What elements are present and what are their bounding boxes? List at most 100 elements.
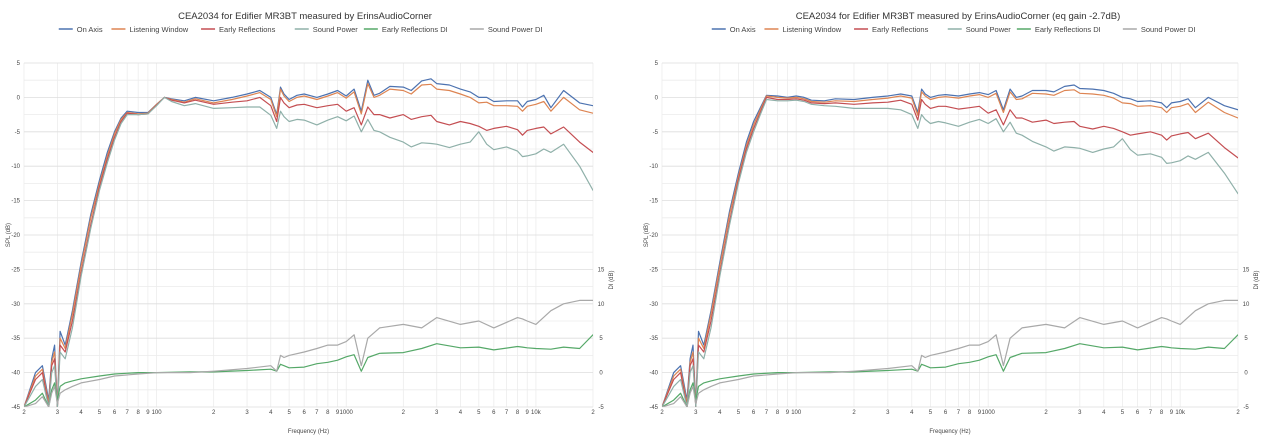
x-tick-label: 9	[526, 410, 530, 416]
y-tick-label: -30	[649, 302, 658, 308]
series-early-reflections-di	[662, 334, 1238, 407]
legend-label: On Axis	[77, 25, 103, 34]
y2-tick-label: 5	[1244, 336, 1248, 342]
y-tick-label: -35	[649, 336, 658, 342]
x-tick-label: 8	[137, 410, 141, 416]
legend-item[interactable]: Listening Window	[764, 25, 842, 34]
plot-area	[662, 84, 1238, 407]
legend-item[interactable]: Sound Power	[947, 25, 1012, 34]
series-early-reflections	[662, 96, 1238, 407]
legend-label: Early Reflections DI	[382, 25, 448, 34]
y-tick-label: 5	[655, 61, 659, 67]
legend-label: Sound Power	[966, 25, 1012, 34]
x-tick-label: 7	[126, 410, 130, 416]
x-tick-label: 4	[718, 410, 722, 416]
series-sound-power-di	[24, 299, 593, 407]
y2-tick-label: 10	[598, 302, 605, 308]
x-tick-label: 3	[435, 410, 439, 416]
y-tick-label: -40	[649, 371, 658, 377]
y2-tick-label: -5	[1243, 405, 1249, 411]
x-tick-label: 5	[287, 410, 291, 416]
x-tick-label: 5	[1121, 410, 1125, 416]
y-tick-label: -40	[11, 371, 20, 377]
x-tick-label: 7	[957, 410, 961, 416]
y-axis-label: SPL (dB)	[644, 223, 650, 247]
y-axis-label: SPL (dB)	[6, 223, 12, 247]
series-early-reflections-di	[24, 334, 593, 407]
y-tick-label: -45	[11, 405, 20, 411]
x-tick-label: 8	[776, 410, 780, 416]
y-tick-label: 0	[655, 95, 659, 101]
y2-axis-label: DI (dB)	[609, 270, 615, 289]
y-tick-label: -25	[11, 267, 20, 273]
y2-tick-label: -5	[598, 405, 604, 411]
y-tick-label: -10	[649, 164, 658, 170]
x-tick-label: 7	[505, 410, 509, 416]
x-tick-label: 3	[56, 410, 60, 416]
chart-panel-2: CEA2034 for Edifier MR3BT measured by Er…	[644, 11, 1260, 435]
series-sound-power	[24, 96, 593, 407]
x-tick-label: 8	[1160, 410, 1164, 416]
series-on-axis	[662, 84, 1238, 407]
y-tick-label: -15	[11, 199, 20, 205]
x-tick-label: 3	[245, 410, 249, 416]
legend-item[interactable]: Sound Power DI	[1122, 25, 1196, 34]
x-tick-label: 100	[152, 410, 163, 416]
x-tick-label: 9	[336, 410, 340, 416]
y2-tick-label: 15	[1243, 267, 1250, 273]
y-tick-label: -20	[649, 233, 658, 239]
y2-tick-label: 10	[1243, 302, 1250, 308]
grid	[661, 62, 1239, 408]
x-tick-label: 5	[98, 410, 102, 416]
x-tick-label: 2	[1044, 410, 1048, 416]
y2-tick-label: 5	[599, 336, 603, 342]
legend-item[interactable]: On Axis	[711, 25, 756, 34]
x-axis-label: Frequency (Hz)	[929, 429, 970, 435]
x-tick-label: 7	[765, 410, 769, 416]
plot-area	[24, 78, 593, 407]
x-tick-label: 4	[459, 410, 463, 416]
legend-label: Listening Window	[129, 25, 188, 34]
legend-label: Sound Power DI	[1141, 25, 1196, 34]
legend-item[interactable]: Early Reflections DI	[1016, 25, 1101, 34]
legend-item[interactable]: On Axis	[58, 25, 103, 34]
grid	[23, 62, 594, 408]
y-tick-label: -35	[11, 336, 20, 342]
x-tick-label: 1000	[982, 410, 996, 416]
y-tick-label: 5	[17, 61, 21, 67]
legend-item[interactable]: Early Reflections	[201, 25, 276, 34]
x-tick-label: 8	[326, 410, 330, 416]
y-tick-label: -30	[11, 302, 20, 308]
y2-tick-label: 0	[599, 371, 603, 377]
x-tick-label: 8	[968, 410, 972, 416]
legend-item[interactable]: Sound Power	[294, 25, 359, 34]
legend-item[interactable]: Early Reflections	[854, 25, 929, 34]
x-tick-label: 3	[1078, 410, 1082, 416]
y-tick-label: 0	[17, 95, 21, 101]
legend-label: Listening Window	[782, 25, 841, 34]
x-tick-label: 6	[302, 410, 306, 416]
x-tick-label: 4	[1102, 410, 1106, 416]
series-sound-power	[662, 98, 1238, 407]
series-on-axis	[24, 78, 593, 407]
legend-item[interactable]: Sound Power DI	[469, 25, 543, 34]
x-tick-label: 6	[752, 410, 756, 416]
series-listening-window	[24, 82, 593, 407]
x-axis-label: Frequency (Hz)	[288, 429, 329, 435]
y-tick-label: -25	[649, 267, 658, 273]
x-tick-label: 5	[477, 410, 481, 416]
y2-tick-label: 15	[598, 267, 605, 273]
y-tick-label: -10	[11, 164, 20, 170]
series-listening-window	[662, 89, 1238, 407]
x-tick-label: 10k	[531, 410, 542, 416]
legend: On Axis Listening Window Early Reflections…	[711, 25, 1196, 34]
x-tick-label: 2	[591, 410, 595, 416]
x-tick-label: 9	[146, 410, 150, 416]
legend-label: On Axis	[730, 25, 756, 34]
legend: On Axis Listening Window Early Reflections…	[58, 25, 543, 34]
x-tick-label: 100	[791, 410, 802, 416]
legend-item[interactable]: Listening Window	[111, 25, 189, 34]
legend-item[interactable]: Early Reflections DI	[363, 25, 448, 34]
x-tick-label: 9	[786, 410, 790, 416]
